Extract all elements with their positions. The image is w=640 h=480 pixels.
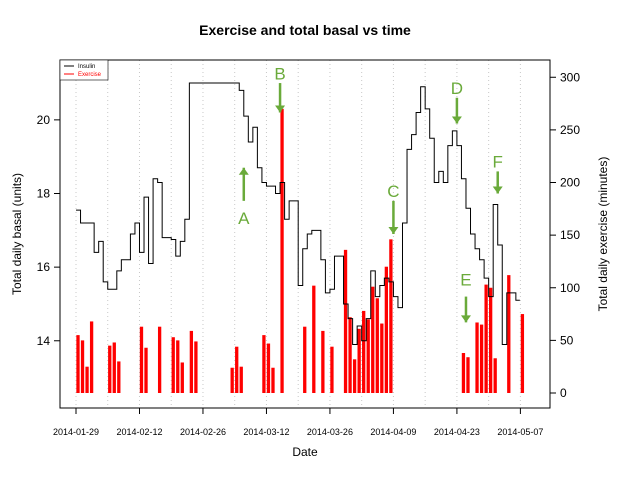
exercise-bar [194,341,198,393]
annotation-arrow-head [451,116,462,124]
exercise-bar [89,321,94,393]
x-tick-label: 2014-04-23 [434,427,480,437]
exercise-bar [303,326,307,393]
y-right-tick-label: 100 [560,281,580,295]
legend-label-exercise: Exercise [78,72,102,78]
exercise-bar [112,342,116,393]
exercise-bar [76,335,80,393]
exercise-bar [262,335,266,393]
exercise-bar [108,345,112,393]
exercise-bar [189,330,194,393]
exercise-bar [343,249,348,393]
y-right-tick-label: 300 [560,70,580,84]
exercise-bar [171,337,175,393]
x-axis: 2014-01-29 2014-02-12 2014-02-26 2014-03-12… [53,408,543,437]
x-tick-label: 2014-05-07 [497,427,543,437]
annotation-label: E [460,271,471,290]
exercise-bar [362,310,366,393]
x-axis-label: Date [292,445,318,459]
annotation-label: B [274,64,285,83]
annotation-arrow-head [492,186,503,194]
y-right-tick-label: 0 [560,386,567,400]
annotation-arrow-head [275,105,286,113]
exercise-bar [80,340,85,393]
y-left-tick-label: 16 [37,260,51,274]
annotation-label: F [493,153,503,172]
legend-label-insulin: Insulin [78,64,95,70]
x-tick-label: 2014-02-12 [116,427,162,437]
annotation-arrow-head [238,167,249,175]
y-left-tick-label: 14 [37,334,51,348]
exercise-bar [348,317,352,393]
legend-box [59,59,109,81]
exercise-bar [461,353,466,393]
y-axis-left-label: Total daily basal (units) [10,173,24,295]
annotation-arrow-head [460,315,471,323]
exercise-bar [371,286,375,393]
exercise-bar [230,367,234,393]
exercise-bar [157,326,162,393]
exercise-bar [357,328,361,393]
exercise-bar [139,326,144,393]
x-tick-label: 2014-04-09 [370,427,416,437]
exercise-bar [466,357,470,393]
y-axis-right-label: Total daily exercise (minutes) [596,157,610,312]
exercise-bar [479,324,484,393]
annotation-label: C [387,182,399,201]
y-left-tick-label: 20 [37,113,51,127]
exercise-bar [475,322,479,393]
annotation-d: D [451,79,463,124]
exercise-bar [235,346,239,393]
exercise-bar [117,361,121,393]
y-right-tick-label: 50 [560,333,574,347]
insulin-line [76,82,520,345]
exercise-bar [180,362,184,393]
exercise-bar [520,314,525,393]
exercise-bar [352,359,357,393]
annotation-label: D [451,79,463,98]
chart-title: Exercise and total basal vs time [199,22,411,38]
exercise-bar [380,323,384,393]
exercise-bar [321,330,325,393]
exercise-bar [384,266,389,393]
exercise-bar [176,340,180,393]
y-right-tick-label: 200 [560,176,580,190]
exercise-bar [85,366,89,393]
exercise-bar [330,346,334,393]
annotation-e: E [460,271,472,323]
exercise-bars [76,108,525,394]
exercise-bar [375,298,379,393]
y-axis-right: 0 50 100 150 200 250 300 [550,70,580,400]
exercise-bar [366,319,370,393]
exercise-bar [239,366,243,393]
annotation-b: B [274,64,286,113]
exercise-bar [493,358,497,393]
plot-border [59,59,551,409]
exercise-bar [266,343,271,393]
annotation-label: A [238,209,250,228]
x-tick-label: 2014-01-29 [53,427,99,437]
annotations: A B C D E F [238,64,503,323]
exercise-bar [144,347,148,393]
y-right-tick-label: 150 [560,228,580,242]
y-left-tick-label: 18 [37,187,51,201]
exercise-bar [484,284,488,393]
annotation-c: C [387,182,400,234]
x-tick-label: 2014-03-26 [307,427,353,437]
legend: Insulin Exercise [59,59,109,81]
exercise-bar [389,239,393,393]
x-tick-label: 2014-02-26 [180,427,226,437]
annotation-a: A [238,167,250,228]
exercise-bar [271,367,275,393]
y-right-tick-label: 250 [560,123,580,137]
exercise-bar [312,285,316,393]
exercise-bar [280,108,284,394]
y-axis-left: 14 16 18 20 [37,113,60,348]
annotation-arrow-head [388,227,399,234]
exercise-bar [507,275,511,393]
exercise-bar [489,287,493,393]
annotation-f: F [493,153,503,194]
x-tick-label: 2014-03-12 [243,427,289,437]
